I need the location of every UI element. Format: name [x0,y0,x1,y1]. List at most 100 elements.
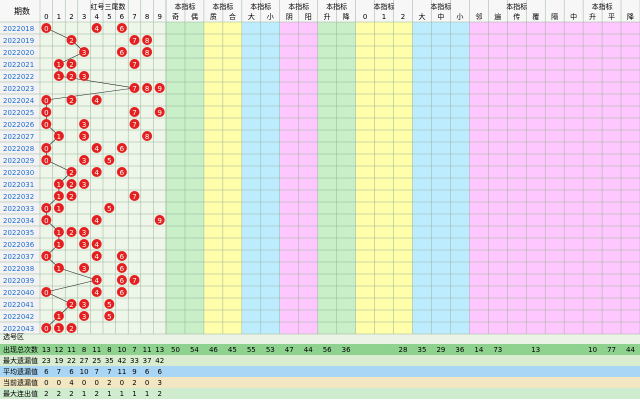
indicator-stat-value: 36 [342,346,351,354]
tail-hit-ball [104,155,115,165]
tail-digit-header: 3 [82,13,86,21]
tail-hit-ball [79,71,90,81]
period-label: 2022028 [3,145,34,153]
tail-hit-ball [129,83,140,93]
tail-hit-digit: 6 [120,265,125,273]
stat-value: 1 [132,390,136,398]
tail-hit-digit: 7 [132,277,136,285]
tail-hit-ball [91,287,102,297]
selection-row-bg [0,334,640,344]
indicator-stat-value: 47 [285,346,294,354]
tail-hit-ball [41,95,52,105]
tail-hit-ball [91,275,102,285]
stat-value: 4 [69,379,74,387]
tail-hit-ball [53,203,64,213]
stat-row-bg [0,388,640,399]
tail-hit-ball [154,215,165,225]
indicator-stat-value: 56 [323,346,332,354]
stat-label: 最大连出值 [3,389,38,398]
stat-value: 10 [117,346,126,354]
tail-digit-header: 2 [69,13,73,21]
stat-value: 1 [145,390,149,398]
period-label: 2022038 [3,265,34,273]
indicator-stat-value: 10 [588,346,597,354]
tail-hit-ball [53,71,64,81]
tail-hit-ball [66,95,77,105]
stat-value: 0 [82,379,86,387]
stat-value: 2 [44,390,48,398]
tail-hit-digit: 1 [57,265,61,273]
tail-hit-digit: 1 [57,241,61,249]
tail-hit-digit: 9 [157,217,161,225]
indicator-stat-value: 45 [228,346,237,354]
stat-value: 0 [44,379,48,387]
tail-hit-digit: 3 [82,121,86,129]
tail-hit-digit: 7 [132,61,136,69]
stat-value: 1 [120,390,124,398]
tail-hit-ball [142,131,153,141]
tail-hit-digit: 2 [69,37,73,45]
stat-row-bg [0,377,640,388]
stat-value: 2 [57,390,61,398]
tail-hit-ball [129,191,140,201]
period-label: 2022022 [3,73,34,81]
tail-hit-ball [53,227,64,237]
indicator-sub-header: 降 [343,12,350,21]
tail-hit-digit: 2 [69,61,73,69]
tail-hit-ball [91,167,102,177]
tail-hit-digit: 4 [94,169,99,177]
tail-digit-header: 9 [157,13,161,21]
tail-hit-ball [66,299,77,309]
tail-hit-digit: 3 [82,73,86,81]
stat-value: 42 [155,357,164,365]
stat-value: 0 [94,379,98,387]
tail-hit-ball [104,203,115,213]
indicator-group-header: 本指标 [430,2,451,11]
tail-trend-line [58,267,97,281]
tail-hit-digit: 4 [94,277,99,285]
stat-value: 8 [82,346,86,354]
tail-hit-ball [41,287,52,297]
tail-digit-header: 6 [120,13,125,21]
tail-hit-ball [66,323,77,333]
tail-hit-digit: 7 [132,37,136,45]
stat-value: 6 [44,368,49,376]
stat-value: 7 [57,368,61,376]
indicator-sub-header: 升 [324,12,331,21]
tail-hit-digit: 6 [120,169,125,177]
tail-hit-digit: 7 [132,109,136,117]
tail-hit-ball [91,95,102,105]
tail-hit-digit: 1 [57,205,61,213]
indicator-stat-value: 36 [455,346,464,354]
tail-hit-ball [66,59,77,69]
stat-value: 11 [67,346,76,354]
tail-hit-digit: 5 [107,313,111,321]
tail-hit-digit: 4 [94,217,99,225]
tail-hit-digit: 3 [82,133,86,141]
stat-value: 22 [67,357,76,365]
tail-hit-ball [129,59,140,69]
tail-hit-digit: 3 [82,181,86,189]
tail-hit-digit: 8 [145,37,149,45]
stat-value: 11 [143,346,152,354]
period-label: 2022027 [3,133,34,141]
tail-hit-ball [66,227,77,237]
indicator-stat-value: 50 [171,346,180,354]
tail-digit-header: 8 [145,13,149,21]
tail-hit-digit: 0 [44,325,48,333]
selection-row-label: 选号区 [3,332,24,341]
indicator-sub-header: 平 [608,13,615,21]
indicator-sub-header: 小 [456,12,463,21]
period-label: 2022037 [3,253,34,261]
stat-value: 8 [107,346,111,354]
tail-trend-line [46,279,97,293]
period-label: 2022021 [3,61,34,69]
indicator-sub-header: 大 [248,12,255,21]
tail-hit-ball [79,227,90,237]
indicator-stat-value: 73 [493,346,502,354]
tail-hit-digit: 7 [132,193,136,201]
tail-hit-digit: 1 [57,181,61,189]
tail-hit-ball [129,107,140,117]
stat-value: 33 [130,357,139,365]
